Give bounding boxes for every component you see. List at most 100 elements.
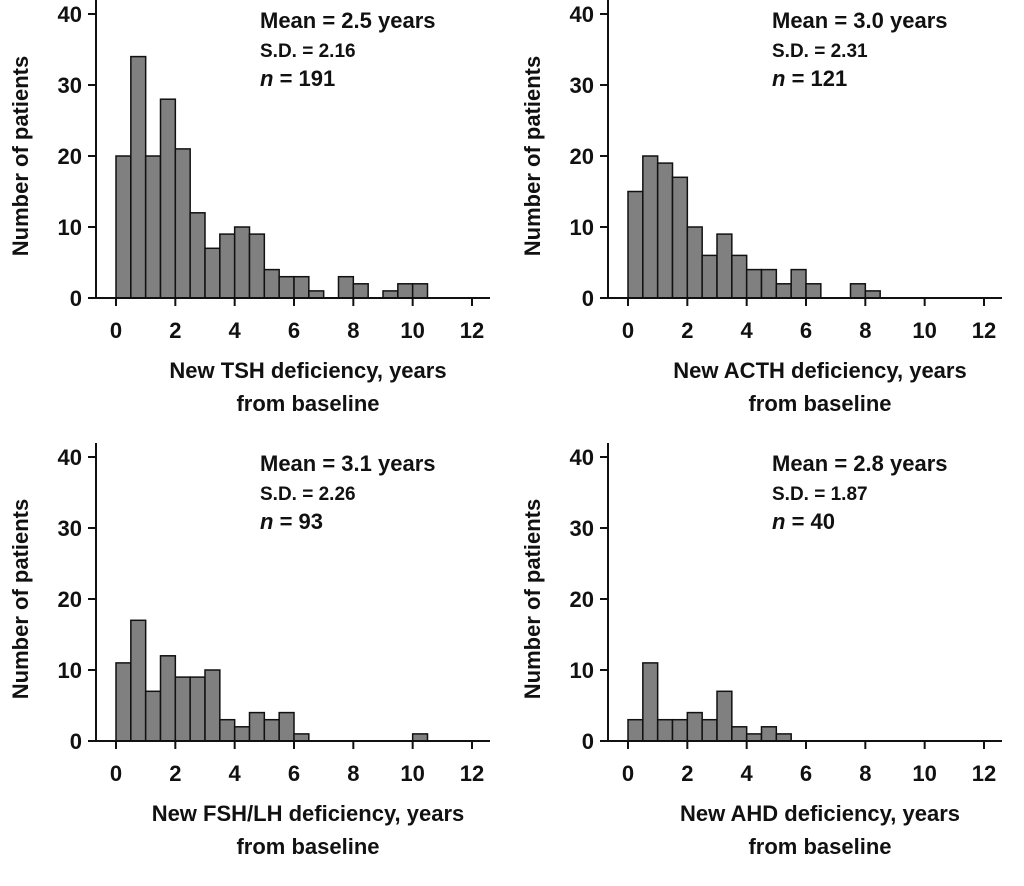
y-tick-label: 40 bbox=[570, 445, 594, 470]
stat-n: n = 40 bbox=[772, 509, 835, 534]
histogram-bar bbox=[656, 718, 674, 742]
y-axis-label: Number of patients bbox=[520, 499, 545, 699]
stat-mean: Mean = 2.5 years bbox=[260, 8, 436, 33]
y-tick-label: 30 bbox=[570, 516, 594, 541]
histogram-bar bbox=[115, 662, 132, 742]
histogram-bar bbox=[219, 718, 236, 742]
stat-n-symbol: n bbox=[772, 66, 785, 91]
histogram-bar bbox=[352, 283, 369, 299]
histogram-bar bbox=[671, 176, 689, 299]
panel-tsh: 0 10 20 30 40 0 2 4 6 8 10 12 Number of patients New … bbox=[0, 0, 512, 443]
bars bbox=[627, 662, 792, 742]
x-tick-label: 0 bbox=[110, 318, 122, 343]
histogram-bar bbox=[716, 690, 733, 742]
histogram-bar bbox=[411, 283, 429, 299]
x-tick-label: 2 bbox=[169, 761, 181, 786]
histogram-bar bbox=[627, 190, 644, 299]
histogram-tsh: 0 10 20 30 40 0 2 4 6 8 10 12 Number of patients New … bbox=[8, 0, 490, 416]
histogram-bar bbox=[248, 233, 266, 299]
histogram-bar bbox=[204, 247, 221, 299]
histogram-bar bbox=[278, 711, 295, 742]
panel-ahd: 0 10 20 30 40 0 2 4 6 8 10 12 Number of patients New … bbox=[512, 443, 1024, 886]
histogram-bar bbox=[233, 226, 251, 299]
histogram-bar bbox=[701, 254, 718, 299]
x-axis-label-line2: from baseline bbox=[748, 391, 891, 416]
histogram-bar bbox=[671, 718, 689, 742]
x-tick-label: 12 bbox=[460, 318, 484, 343]
stat-n-symbol: n bbox=[772, 509, 785, 534]
x-tick-label: 12 bbox=[460, 761, 484, 786]
y-tick-label: 10 bbox=[58, 658, 82, 683]
histogram-bar bbox=[189, 676, 206, 742]
histogram-bar bbox=[278, 275, 295, 299]
x-tick-label: 10 bbox=[400, 761, 424, 786]
histogram-bar bbox=[130, 55, 147, 299]
y-axis-label: Number of patients bbox=[8, 56, 33, 256]
x-tick-label: 4 bbox=[229, 318, 242, 343]
x-axis-label-line1: New ACTH deficiency, years bbox=[673, 358, 966, 383]
y-tick-label: 20 bbox=[58, 144, 82, 169]
y-tick-label: 40 bbox=[570, 2, 594, 27]
stat-n-value: = 191 bbox=[273, 66, 335, 91]
bars bbox=[115, 619, 429, 742]
histogram-bar bbox=[731, 254, 748, 299]
histogram-bar bbox=[159, 655, 177, 742]
histogram-bar bbox=[293, 733, 310, 742]
y-axis-label: Number of patients bbox=[520, 56, 545, 256]
x-tick-label: 8 bbox=[859, 761, 871, 786]
y-tick-label: 20 bbox=[58, 587, 82, 612]
histogram-bar bbox=[263, 268, 280, 299]
histogram-bar bbox=[864, 290, 881, 299]
histogram-bar bbox=[411, 733, 429, 742]
histogram-bar bbox=[174, 148, 191, 299]
x-tick-label: 2 bbox=[681, 761, 693, 786]
y-tick-label: 0 bbox=[70, 729, 82, 754]
y-tick-label: 40 bbox=[58, 2, 82, 27]
histogram-bar bbox=[745, 268, 763, 299]
stat-n-value: = 121 bbox=[785, 66, 847, 91]
x-tick-label: 6 bbox=[800, 761, 812, 786]
histogram-bar bbox=[248, 711, 266, 742]
stat-n: n = 121 bbox=[772, 66, 847, 91]
x-tick-label: 0 bbox=[110, 761, 122, 786]
x-tick-label: 0 bbox=[622, 761, 634, 786]
histogram-bar bbox=[701, 718, 718, 742]
stat-sd: S.D. = 2.31 bbox=[772, 41, 868, 62]
x-tick-label: 10 bbox=[912, 761, 936, 786]
stat-mean: Mean = 2.8 years bbox=[772, 451, 948, 476]
x-tick-label: 12 bbox=[972, 318, 996, 343]
histogram-bar bbox=[731, 726, 748, 742]
x-tick-label: 6 bbox=[288, 761, 300, 786]
histogram-bar bbox=[656, 162, 674, 299]
y-axis-label: Number of patients bbox=[8, 499, 33, 699]
y-tick-label: 30 bbox=[58, 73, 82, 98]
stat-n-value: = 93 bbox=[273, 509, 323, 534]
y-tick-label: 40 bbox=[58, 445, 82, 470]
histogram-ahd: 0 10 20 30 40 0 2 4 6 8 10 12 Number of patients New … bbox=[520, 443, 1002, 859]
x-tick-label: 10 bbox=[400, 318, 424, 343]
stat-sd: S.D. = 2.26 bbox=[260, 484, 356, 505]
x-tick-label: 0 bbox=[622, 318, 634, 343]
x-axis-label-line2: from baseline bbox=[236, 834, 379, 859]
histogram-bar bbox=[849, 283, 867, 299]
x-tick-label: 8 bbox=[347, 318, 359, 343]
histogram-bar bbox=[204, 669, 221, 742]
histogram-bar bbox=[686, 226, 703, 299]
y-tick-label: 10 bbox=[570, 215, 594, 240]
y-tick-label: 0 bbox=[582, 286, 594, 311]
y-tick-label: 20 bbox=[570, 144, 594, 169]
x-tick-label: 4 bbox=[229, 761, 242, 786]
x-tick-label: 4 bbox=[741, 761, 754, 786]
bars bbox=[627, 155, 881, 299]
histogram-bar bbox=[130, 619, 147, 742]
stat-n-symbol: n bbox=[260, 509, 273, 534]
histogram-acth: 0 10 20 30 40 0 2 4 6 8 10 12 Number of patients New … bbox=[520, 0, 1002, 416]
histogram-bar bbox=[397, 283, 414, 299]
stat-n-symbol: n bbox=[260, 66, 273, 91]
stats-annotation: Mean = 3.0 years S.D. = 2.31 n = 121 bbox=[772, 8, 948, 91]
stat-mean: Mean = 3.0 years bbox=[772, 8, 948, 33]
histogram-bar bbox=[337, 275, 355, 299]
histogram-bar bbox=[115, 155, 132, 299]
histogram-bar bbox=[263, 718, 280, 742]
